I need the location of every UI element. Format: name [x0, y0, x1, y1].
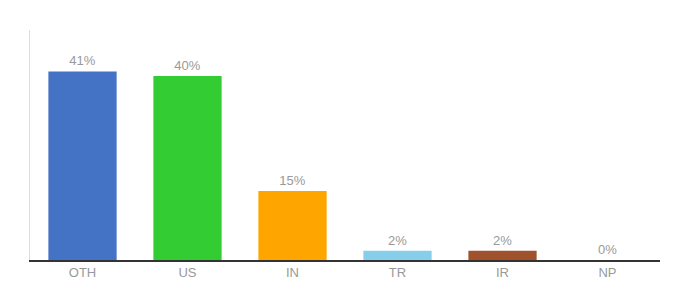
svg-text:OTH: OTH: [69, 265, 96, 280]
svg-text:2%: 2%: [493, 233, 512, 248]
svg-text:0%: 0%: [598, 242, 617, 257]
svg-text:15%: 15%: [279, 173, 305, 188]
svg-text:2%: 2%: [388, 233, 407, 248]
svg-text:IR: IR: [496, 265, 509, 280]
svg-text:IN: IN: [286, 265, 299, 280]
svg-text:NP: NP: [598, 265, 616, 280]
svg-text:41%: 41%: [69, 53, 95, 68]
svg-text:TR: TR: [389, 265, 406, 280]
svg-text:40%: 40%: [174, 58, 200, 73]
svg-text:US: US: [178, 265, 196, 280]
